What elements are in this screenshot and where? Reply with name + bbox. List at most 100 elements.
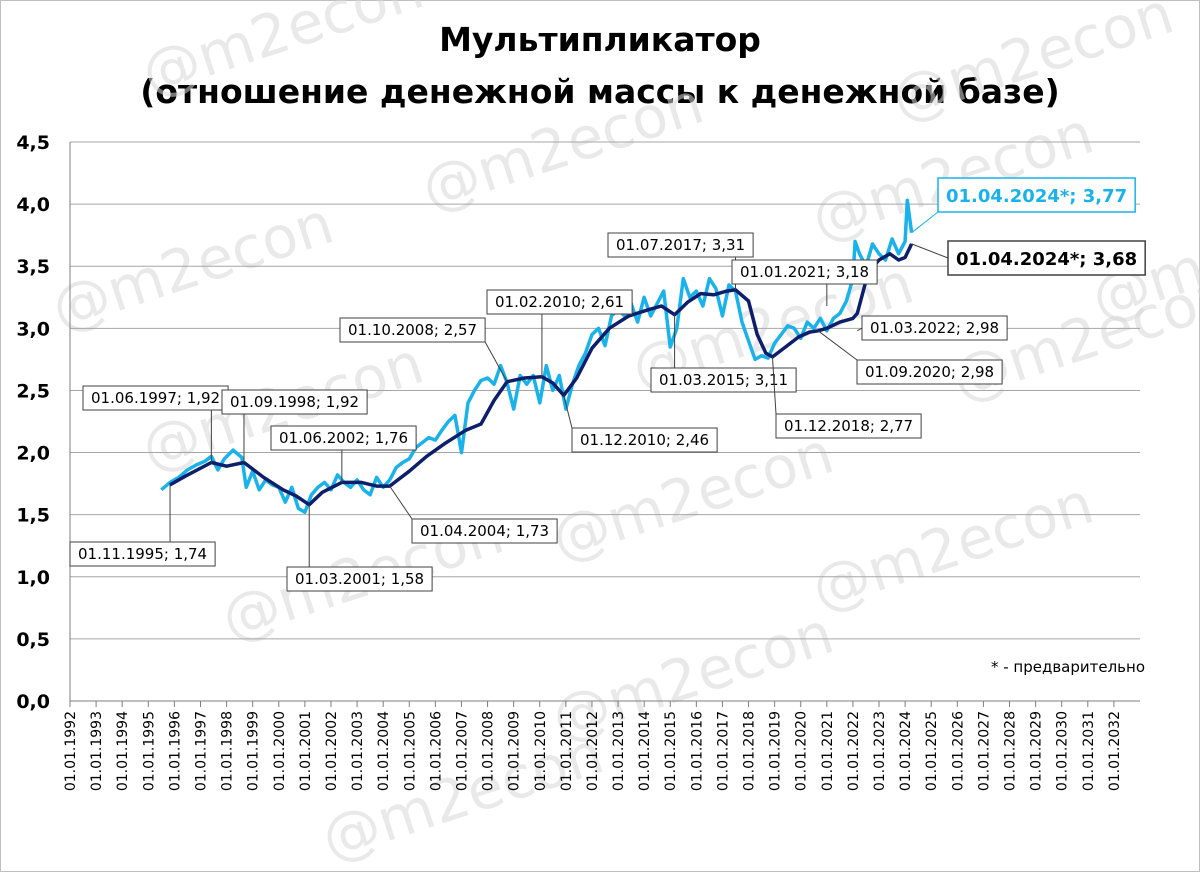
annotation-leader [911,211,939,234]
x-tick-label: 01.01.1994 [115,711,131,791]
x-tick-label: 01.01.2031 [1081,711,1097,791]
y-tick-label: 2,5 [16,380,50,402]
annotation-box [861,315,1008,341]
watermark: @m2econ [803,469,1101,624]
annotation-box [650,367,797,393]
x-tick-label: 01.01.2016 [689,711,705,791]
annotation-label: 01.01.2021; 3,18 [740,263,869,281]
annotation-label: 01.09.1998; 1,92 [230,393,359,411]
annotation-leader [389,485,413,520]
x-tick-label: 01.01.2018 [742,711,758,791]
annotation-label: 01.04.2024*; 3,77 [946,186,1127,207]
annotation-box [731,259,878,285]
watermark: @m2econ [413,69,711,224]
annotation-label: 01.03.2001; 1,58 [295,570,424,588]
x-tick-label: 01.01.2008 [481,711,497,791]
annotation-label: 01.04.2004; 1,73 [420,522,549,540]
x-tick-label: 01.01.2003 [350,711,366,791]
annotation-box [286,566,433,592]
x-tick-label: 01.01.2027 [976,711,992,791]
x-tick-label: 01.01.2023 [872,711,888,791]
annotation-leader [911,243,949,259]
x-tick-label: 01.01.2009 [507,711,523,791]
annotation-label: 01.03.2022; 2,98 [870,319,999,337]
x-tick-label: 01.01.2004 [376,711,392,791]
x-tick-label: 01.01.2015 [663,711,679,791]
x-tick-label: 01.01.1997 [193,711,209,791]
annotation-label: 01.04.2024*; 3,68 [956,249,1137,270]
annotation-label: 01.07.2017; 3,31 [616,236,745,254]
annotation-leader [771,356,777,415]
annotation-box [411,518,558,544]
x-tick-label: 01.01.1998 [220,711,236,791]
annotation-leader [817,330,858,361]
x-tick-label: 01.01.2010 [533,711,549,791]
y-tick-label: 0,5 [16,629,50,651]
x-tick-label: 01.01.2001 [298,711,314,791]
annotation-box [486,289,633,315]
x-tick-label: 01.01.1993 [89,711,105,791]
x-tick-label: 01.01.1995 [141,711,157,791]
x-tick-label: 01.01.2019 [768,711,784,791]
annotation-label: 01.11.1995; 1,74 [78,545,207,563]
x-tick-label: 01.01.2017 [715,711,731,791]
x-tick-label: 01.01.1992 [63,711,79,791]
y-tick-label: 1,5 [16,505,50,527]
annotation-box [339,317,486,343]
x-tick-label: 01.01.2011 [559,711,575,791]
y-tick-label: 3,5 [16,256,50,278]
annotation-leader [563,395,573,429]
annotation-box [571,427,718,453]
x-tick-label: 01.01.2032 [1107,711,1123,791]
annotation-label: 01.03.2015; 3,11 [659,371,788,389]
annotation-box [856,359,1003,385]
y-tick-label: 1,0 [16,567,50,589]
annotation-box [270,425,417,451]
annotation-label: 01.06.2002; 1,76 [279,429,408,447]
annotation-box [937,177,1136,213]
x-tick-label: 01.01.2014 [637,711,653,791]
x-tick-label: 01.01.2000 [272,711,288,791]
annotation-box [607,232,754,258]
x-tick-label: 01.01.2030 [1055,711,1071,791]
annotation-box [82,385,229,411]
y-tick-label: 4,5 [16,132,50,154]
x-tick-label: 01.01.2012 [585,711,601,791]
y-tick-label: 4,0 [16,194,50,216]
annotation-box [221,389,368,415]
x-tick-label: 01.01.2005 [402,711,418,791]
x-tick-label: 01.01.1999 [246,711,262,791]
x-tick-label: 01.01.2022 [846,711,862,791]
x-tick-label: 01.01.2002 [324,711,340,791]
annotation-leader [857,327,863,332]
annotation-label: 01.12.2010; 2,46 [580,431,709,449]
x-tick-label: 01.01.2024 [898,711,914,791]
y-tick-label: 0,0 [16,691,50,713]
x-tick-label: 01.01.2026 [950,711,966,791]
annotation-label: 01.10.2008; 2,57 [348,321,477,339]
annotation-label: 01.12.2018; 2,77 [784,417,913,435]
watermark: @m2econ [133,0,431,108]
x-tick-label: 01.01.2006 [428,711,444,791]
footnote: * - предварительно [990,658,1145,676]
x-tick-label: 01.01.2029 [1029,711,1045,791]
annotation-box [947,240,1146,276]
annotation-label: 01.09.2020; 2,98 [865,363,994,381]
annotation-box [775,413,922,439]
x-tick-label: 01.01.2020 [794,711,810,791]
x-tick-label: 01.01.1996 [167,711,183,791]
x-tick-label: 01.01.2007 [454,711,470,791]
watermark: @m2econ [803,99,1101,254]
series-line-smoothed [169,243,914,507]
annotation-label: 01.06.1997; 1,92 [91,389,220,407]
x-tick-label: 01.01.2025 [924,711,940,791]
x-tick-label: 01.01.2013 [611,711,627,791]
annotation-label: 01.02.2010; 2,61 [495,293,624,311]
x-tick-label: 01.01.2028 [1003,711,1019,791]
y-tick-label: 2,0 [16,443,50,465]
chart-subtitle: (отношение денежной массы к денежной баз… [140,72,1060,111]
annotation-leader [484,341,508,382]
x-tick-label: 01.01.2021 [820,711,836,791]
chart-title: Мультипликатор [439,20,761,59]
